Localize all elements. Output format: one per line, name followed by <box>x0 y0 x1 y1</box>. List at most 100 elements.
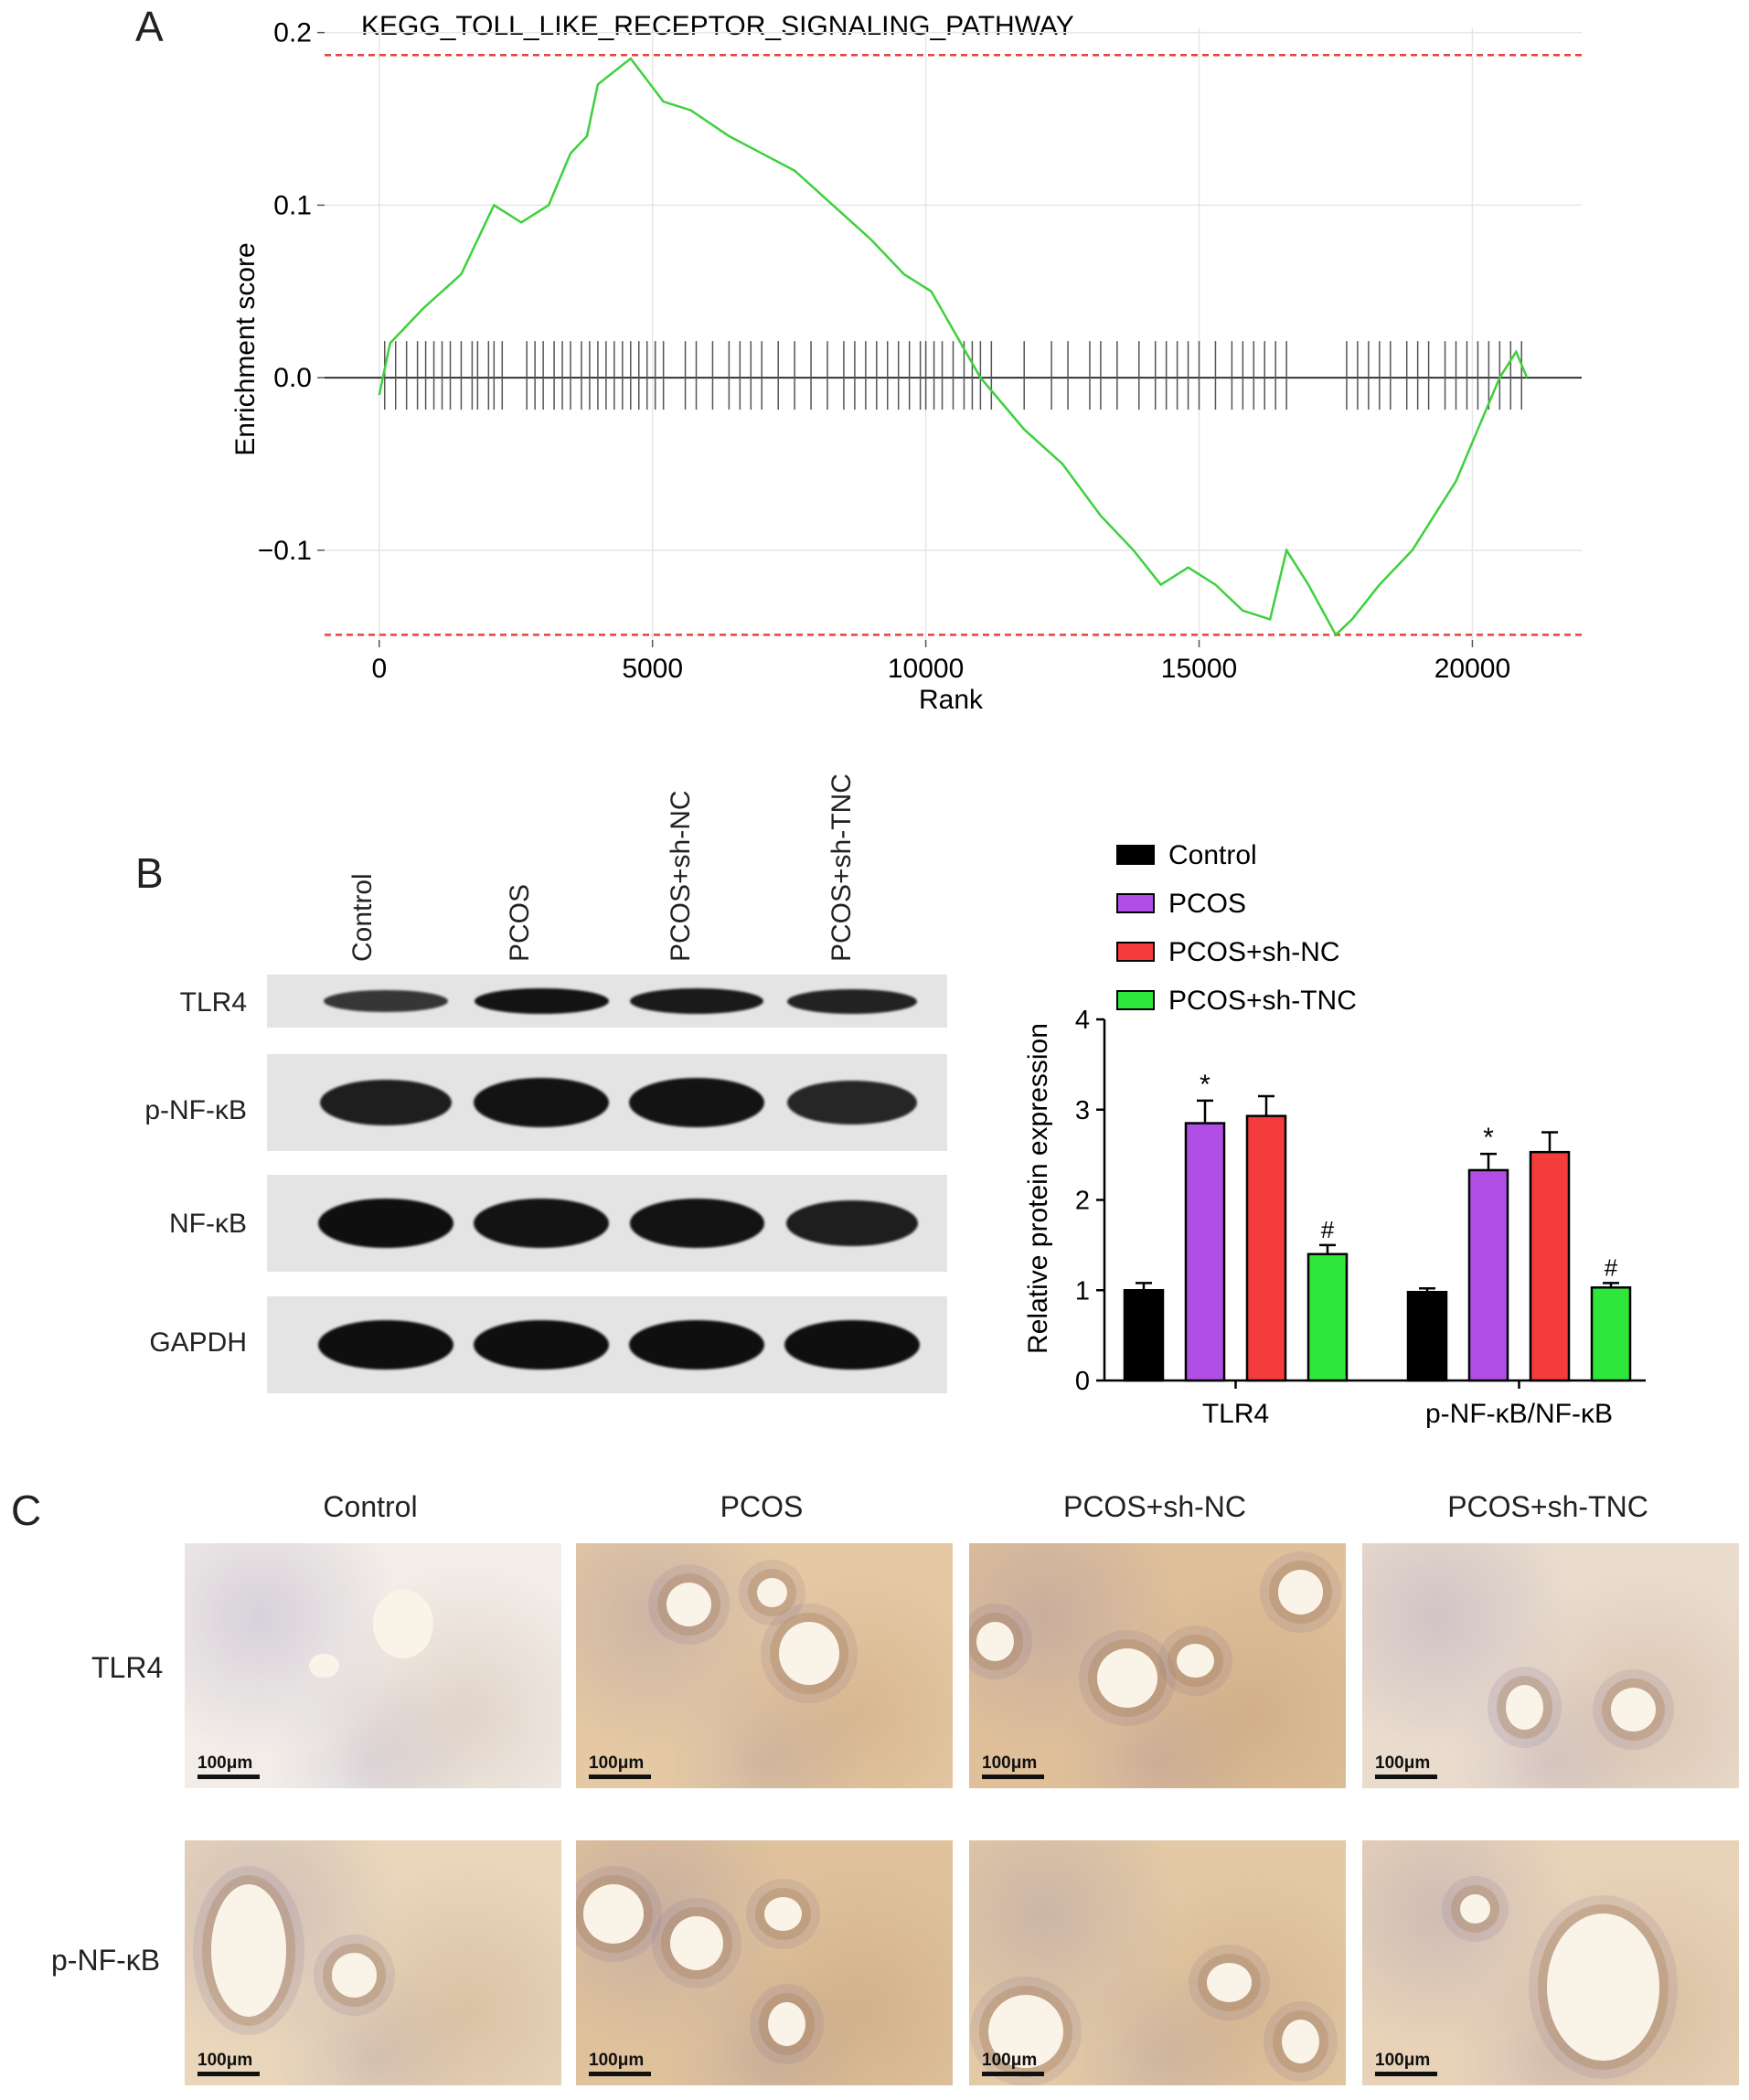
follicle-lumen <box>764 1896 803 1932</box>
blot-row-label-nfkb: NF-κB <box>169 1209 247 1239</box>
scale-bar-label: 100μm <box>589 2051 645 2070</box>
blot-band <box>630 987 763 1015</box>
y-tick-label: −0.1 <box>258 536 312 566</box>
legend-label: PCOS+sh-NC <box>1168 937 1340 967</box>
scale-bar-line <box>589 2072 651 2076</box>
scale-bar-label: 100μm <box>982 2051 1038 2070</box>
blot-band <box>628 1319 765 1370</box>
scale-bar-line <box>982 2072 1044 2076</box>
scale-bar-line <box>589 1775 651 1779</box>
panel-letter-b: B <box>135 849 164 897</box>
scale-bar-label: 100μm <box>1375 2051 1431 2070</box>
scale-bar-label: 100μm <box>1375 1754 1431 1773</box>
ihc-image: 100μm <box>576 1543 953 1788</box>
follicle-lumen <box>1460 1893 1491 1924</box>
lane-label-pcos-sh-tnc: PCOS+sh-TNC <box>827 773 857 962</box>
blot-band <box>629 1078 764 1127</box>
scale-bar: 100μm <box>197 1754 260 1779</box>
scale-bar-label: 100μm <box>197 1754 253 1773</box>
follicle-lumen <box>1176 1643 1214 1679</box>
x-tick-label: 5000 <box>622 654 683 684</box>
legend-swatch <box>1116 990 1155 1010</box>
follicle-lumen <box>1097 1648 1157 1708</box>
follicle-lumen <box>756 1577 787 1607</box>
follicle-lumen <box>768 2001 806 2047</box>
y-tick-label: 4 <box>1075 1006 1090 1035</box>
panel-letter-c: C <box>11 1487 42 1534</box>
y-tick-label: 0.2 <box>273 18 312 48</box>
y-tick-label: 2 <box>1075 1187 1090 1216</box>
blot-strip-tlr4 <box>267 975 947 1028</box>
scale-bar-label: 100μm <box>197 2051 253 2070</box>
blot-band <box>323 989 449 1013</box>
blot-band <box>786 988 918 1014</box>
y-axis-label: Relative protein expression <box>1023 1023 1053 1354</box>
y-tick-label: 3 <box>1075 1096 1090 1125</box>
blot-strip-nfkb <box>267 1175 947 1272</box>
scale-bar: 100μm <box>589 1754 651 1779</box>
hit-marks <box>384 341 1522 410</box>
scale-bar: 100μm <box>1375 1754 1437 1779</box>
x-tick-label: 15000 <box>1161 654 1237 684</box>
legend-label: PCOS <box>1168 889 1246 919</box>
significance-mark: * <box>1200 1070 1210 1100</box>
follicle-lumen <box>1206 1963 1252 2002</box>
ihc-image: 100μm <box>185 1543 561 1788</box>
blot-band <box>474 1078 609 1127</box>
blot-row-label-gapdh: GAPDH <box>149 1327 247 1358</box>
ihc-row-label-tlr4: TLR4 <box>91 1651 164 1684</box>
ihc-column-label-pcos-sh-nc: PCOS+sh-NC <box>1062 1490 1247 1523</box>
ihc-column-label-pcos-sh-tnc: PCOS+sh-TNC <box>1447 1490 1648 1523</box>
enrichment-curve-group <box>378 57 1529 637</box>
follicle-lumen <box>976 1621 1015 1661</box>
follicle-lumen <box>666 1582 712 1627</box>
panel-letter-a: A <box>135 3 164 50</box>
category-label: TLR4 <box>1202 1399 1269 1429</box>
blot-band <box>787 1080 917 1125</box>
ihc-image: 100μm <box>185 1840 561 2085</box>
blot-strip-gapdh <box>267 1296 947 1393</box>
ihc-image: 100μm <box>969 1840 1346 2085</box>
follicle-lumen <box>1546 1913 1660 2062</box>
significance-mark: # <box>1605 1253 1618 1281</box>
scale-bar: 100μm <box>982 1754 1044 1779</box>
category-label: p-NF-κB/NF-κB <box>1425 1399 1613 1429</box>
lane-label-pcos: PCOS <box>505 883 535 962</box>
y-tick-label: 0.0 <box>273 363 312 393</box>
ihc-row-label-p-nfkb: p-NF-κB <box>51 1944 161 1977</box>
significance-mark: * <box>1483 1123 1494 1153</box>
ihc-image: 100μm <box>1362 1840 1739 2085</box>
ihc-column-label-pcos: PCOS <box>720 1490 804 1523</box>
threshold-lines <box>325 53 1582 636</box>
ihc-image: 100μm <box>1362 1543 1739 1788</box>
follicle-lumen <box>308 1653 339 1679</box>
legend-swatch <box>1116 893 1155 913</box>
legend: Control PCOS PCOS+sh-NC PCOS+sh-TNC <box>1116 840 1357 1016</box>
blot-band <box>320 1079 452 1126</box>
lane-label-control: Control <box>347 873 378 962</box>
blot-band <box>474 987 609 1015</box>
x-tick-label: 20000 <box>1434 654 1510 684</box>
y-tick-label: 0 <box>1075 1367 1090 1396</box>
blot-lane-headers: Control PCOS PCOS+sh-NC PCOS+sh-TNC <box>265 731 960 978</box>
blot-band <box>317 1319 454 1370</box>
follicle-lumen <box>987 1994 1063 2069</box>
y-tick-label: 0.1 <box>273 190 312 220</box>
scale-bar-label: 100μm <box>982 1754 1038 1773</box>
ihc-column-label-control: Control <box>323 1490 418 1523</box>
scale-bar-line <box>1375 2072 1437 2076</box>
axis-ticks: 0 5000 10000 15000 20000 −0.1 0.0 0.1 0.2 <box>258 18 1510 684</box>
gsea-enrichment-chart: KEGG_TOLL_LIKE_RECEPTOR_SIGNALING_PATHWA… <box>230 11 1582 715</box>
bar <box>1467 1168 1509 1382</box>
scale-bar-line <box>197 1775 260 1779</box>
blot-band <box>474 1199 609 1248</box>
follicle-lumen <box>373 1589 433 1658</box>
bar <box>1123 1289 1165 1382</box>
legend-label: Control <box>1168 840 1257 870</box>
x-tick-label: 10000 <box>888 654 964 684</box>
bar <box>1406 1290 1448 1382</box>
scale-bar: 100μm <box>1375 2051 1437 2076</box>
chart-title: KEGG_TOLL_LIKE_RECEPTOR_SIGNALING_PATHWA… <box>361 11 1074 41</box>
follicle-lumen <box>1277 1570 1324 1615</box>
follicle-lumen <box>1505 1685 1543 1730</box>
